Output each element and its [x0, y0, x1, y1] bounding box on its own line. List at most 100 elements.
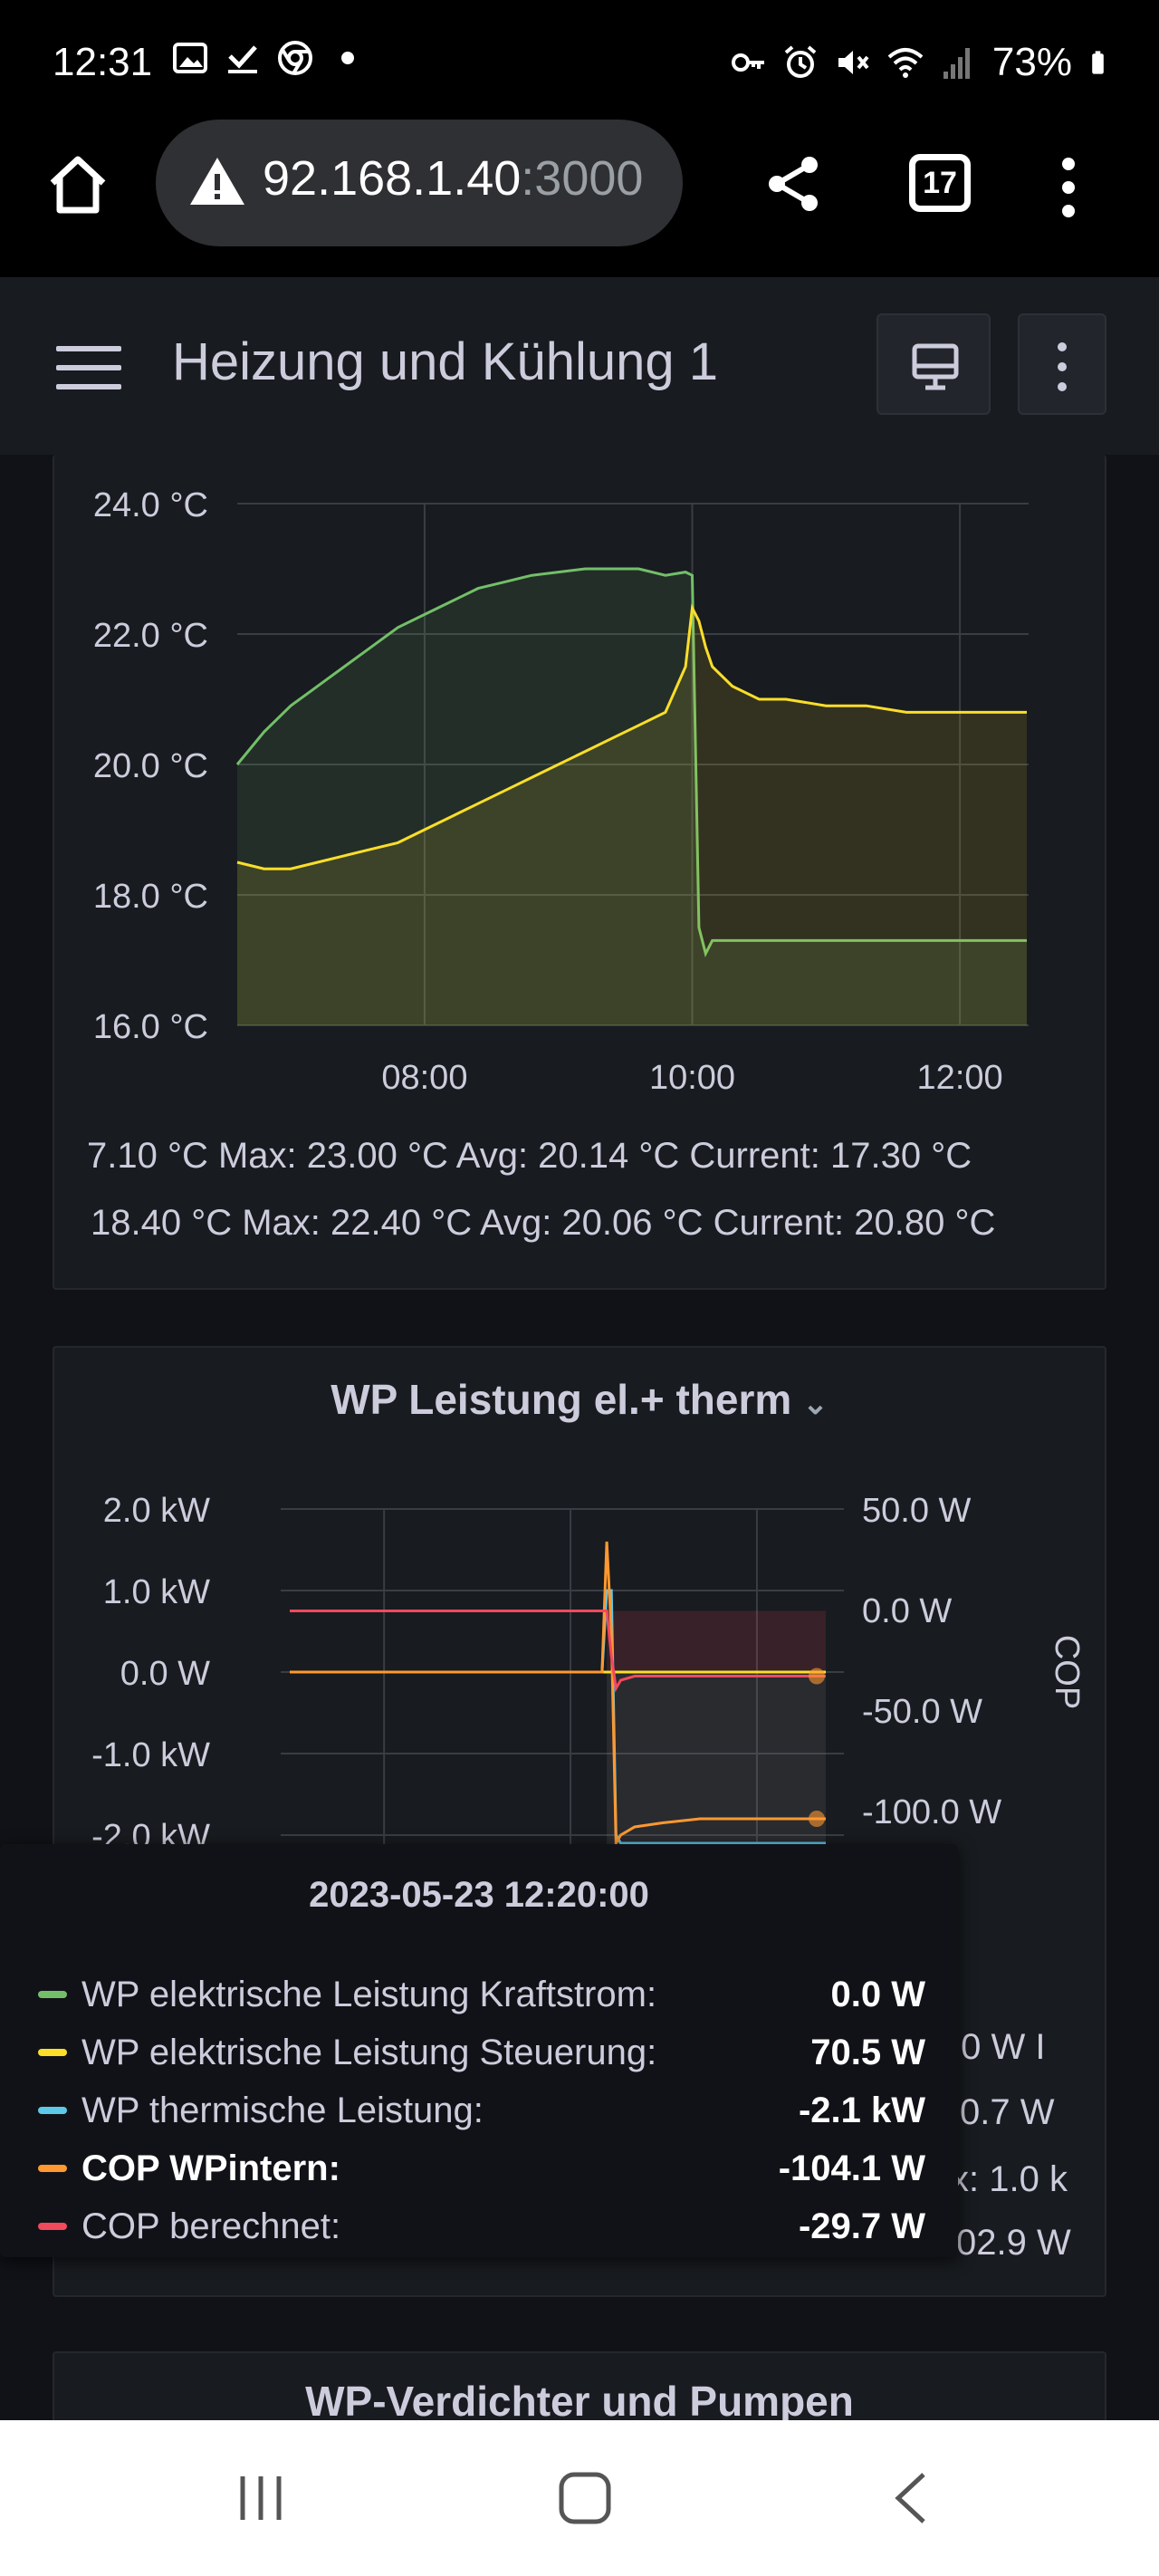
y-tick-label: 20.0 °C [93, 747, 208, 785]
share-icon[interactable] [762, 152, 826, 216]
wifi-icon [887, 48, 924, 78]
y-tick-label: 18.0 °C [93, 878, 208, 916]
tooltip-label: WP thermische Leistung: [81, 2090, 484, 2130]
menu-dot-icon [1062, 205, 1075, 217]
series-line [236, 603, 1027, 870]
tooltip-row: COP WPintern: -104.1 W [38, 2141, 925, 2196]
tooltip-value: -104.1 W [778, 2148, 925, 2188]
dashboard-title[interactable]: Heizung und Kühlung 1 [172, 332, 719, 391]
warning-icon[interactable] [188, 154, 246, 208]
image-icon [173, 43, 207, 73]
tooltip-row: WP thermische Leistung: -2.1 kW [38, 2083, 925, 2138]
android-nav-bar [0, 2420, 1159, 2576]
monitor-icon [912, 343, 959, 390]
tooltip-label: WP elektrische Leistung Steuerung: [81, 2032, 657, 2072]
url-host: 92.168.1.40 [263, 151, 522, 206]
chevron-down-icon[interactable]: ⌄ [802, 1387, 829, 1421]
y-right-tick-label: 50.0 W [862, 1492, 972, 1530]
shaded-area [607, 1610, 826, 1672]
temperature-chart: 24.0 °C 22.0 °C 20.0 °C 18.0 °C 16.0 °C 08:00… [93, 486, 1029, 1097]
y-right-tick-label: -50.0 W [862, 1693, 982, 1731]
notification-icons [172, 40, 366, 76]
series-swatch [38, 2049, 67, 2056]
mute-icon [838, 51, 869, 74]
legend-fragment: 0.7 W [960, 2092, 1055, 2132]
y-tick-label: 24.0 °C [93, 486, 208, 524]
chart-tooltip: 2023-05-23 12:20:00 WP elektrische Leist… [0, 1844, 958, 2257]
more-dot-icon [1058, 382, 1067, 391]
url-text[interactable]: 92.168.1.40:3000 [263, 150, 643, 207]
series-swatch [38, 2165, 67, 2172]
legend-row-1: 7.10 °C Max: 23.00 °C Avg: 20.14 °C Curr… [87, 1136, 972, 1176]
hover-point [809, 1811, 825, 1827]
signal-icon [943, 48, 970, 79]
system-icons: 73% [730, 40, 1114, 85]
check-download-icon [228, 45, 257, 73]
tooltip-row: WP elektrische Leistung Steuerung: 70.5 W [38, 2025, 925, 2080]
browser-menu-button[interactable] [1050, 154, 1087, 217]
series-area [237, 608, 1027, 1025]
legend-fragment: x: 1.0 k [951, 2159, 1068, 2199]
tooltip-label: WP elektrische Leistung Kraftstrom: [81, 1974, 657, 2014]
dashboard-more-button[interactable] [1018, 313, 1106, 415]
more-dot-icon [1058, 362, 1067, 371]
tooltip-value: 70.5 W [810, 2032, 925, 2072]
series-swatch [38, 2223, 67, 2230]
tooltip-row: WP elektrische Leistung Kraftstrom: 0.0 W [38, 1967, 925, 2022]
compressor-panel: WP-Verdichter und Pumpen [53, 2351, 1106, 2420]
panel-title[interactable]: WP-Verdichter und Pumpen [305, 2378, 854, 2420]
back-icon[interactable] [886, 2471, 940, 2525]
series-swatch [38, 2107, 67, 2114]
series-swatch [38, 1991, 67, 1998]
legend-fragment: 02.9 W [956, 2223, 1071, 2263]
status-time: 12:31 [53, 40, 153, 84]
y-tick-label: 16.0 °C [93, 1008, 208, 1046]
alarm-icon [784, 45, 817, 78]
address-bar[interactable]: 92.168.1.40:3000 [156, 120, 683, 246]
series-line [290, 1610, 826, 1693]
y-tick-label: 22.0 °C [93, 617, 208, 655]
panel-title-text: WP Leistung el.+ therm [330, 1376, 792, 1423]
series-line [235, 567, 1027, 957]
tab-switcher-button[interactable]: 17 [909, 154, 971, 212]
battery-icon [1092, 51, 1104, 74]
tooltip-time: 2023-05-23 12:20:00 [309, 1875, 649, 1915]
hamburger-menu-icon[interactable] [56, 346, 121, 389]
hover-point [809, 1668, 825, 1685]
panel-title[interactable]: WP Leistung el.+ therm ⌄ [54, 1375, 1105, 1424]
home-icon[interactable] [45, 152, 110, 217]
legend-fragment: .0 W I [951, 2027, 1046, 2067]
x-tick-label: 10:00 [649, 1059, 735, 1097]
tooltip-label: COP berechnet: [81, 2206, 341, 2246]
right-axis-label: COP [1048, 1635, 1086, 1709]
dot-icon [341, 52, 354, 64]
status-bar: 12:31 73% [0, 0, 1159, 127]
tooltip-label: COP WPintern: [81, 2148, 340, 2188]
recents-icon[interactable] [234, 2471, 288, 2525]
y-tick-label: 1.0 kW [103, 1573, 210, 1611]
tooltip-value: -29.7 W [798, 2206, 925, 2246]
y-tick-label: 0.0 W [120, 1655, 210, 1693]
temperature-panel: 24.0 °C 22.0 °C 20.0 °C 18.0 °C 16.0 °C 08:00… [53, 455, 1106, 1290]
tv-mode-button[interactable] [876, 313, 991, 415]
battery-percent: 73% [991, 40, 1072, 84]
browser-toolbar: 92.168.1.40:3000 17 [0, 120, 1159, 277]
dashboard-header: Heizung und Kühlung 1 [0, 277, 1159, 455]
series-area [237, 569, 1027, 1025]
y-right-tick-label: -100.0 W [862, 1793, 1001, 1831]
x-tick-label: 08:00 [381, 1059, 467, 1097]
home-nav-icon[interactable] [558, 2471, 612, 2525]
y-tick-label: 2.0 kW [103, 1492, 210, 1530]
url-port: :3000 [521, 151, 644, 206]
series-line [290, 1541, 826, 1849]
more-dot-icon [1058, 342, 1067, 351]
tooltip-value: -2.1 kW [798, 2090, 925, 2130]
tooltip-row: COP berechnet: -29.7 W [38, 2199, 925, 2254]
key-icon [731, 53, 764, 72]
y-right-tick-label: 0.0 W [862, 1592, 952, 1630]
menu-dot-icon [1062, 158, 1075, 170]
x-tick-label: 12:00 [917, 1059, 1003, 1097]
tooltip-value: 0.0 W [830, 1974, 925, 2014]
chrome-icon [278, 41, 312, 75]
menu-dot-icon [1062, 181, 1075, 194]
